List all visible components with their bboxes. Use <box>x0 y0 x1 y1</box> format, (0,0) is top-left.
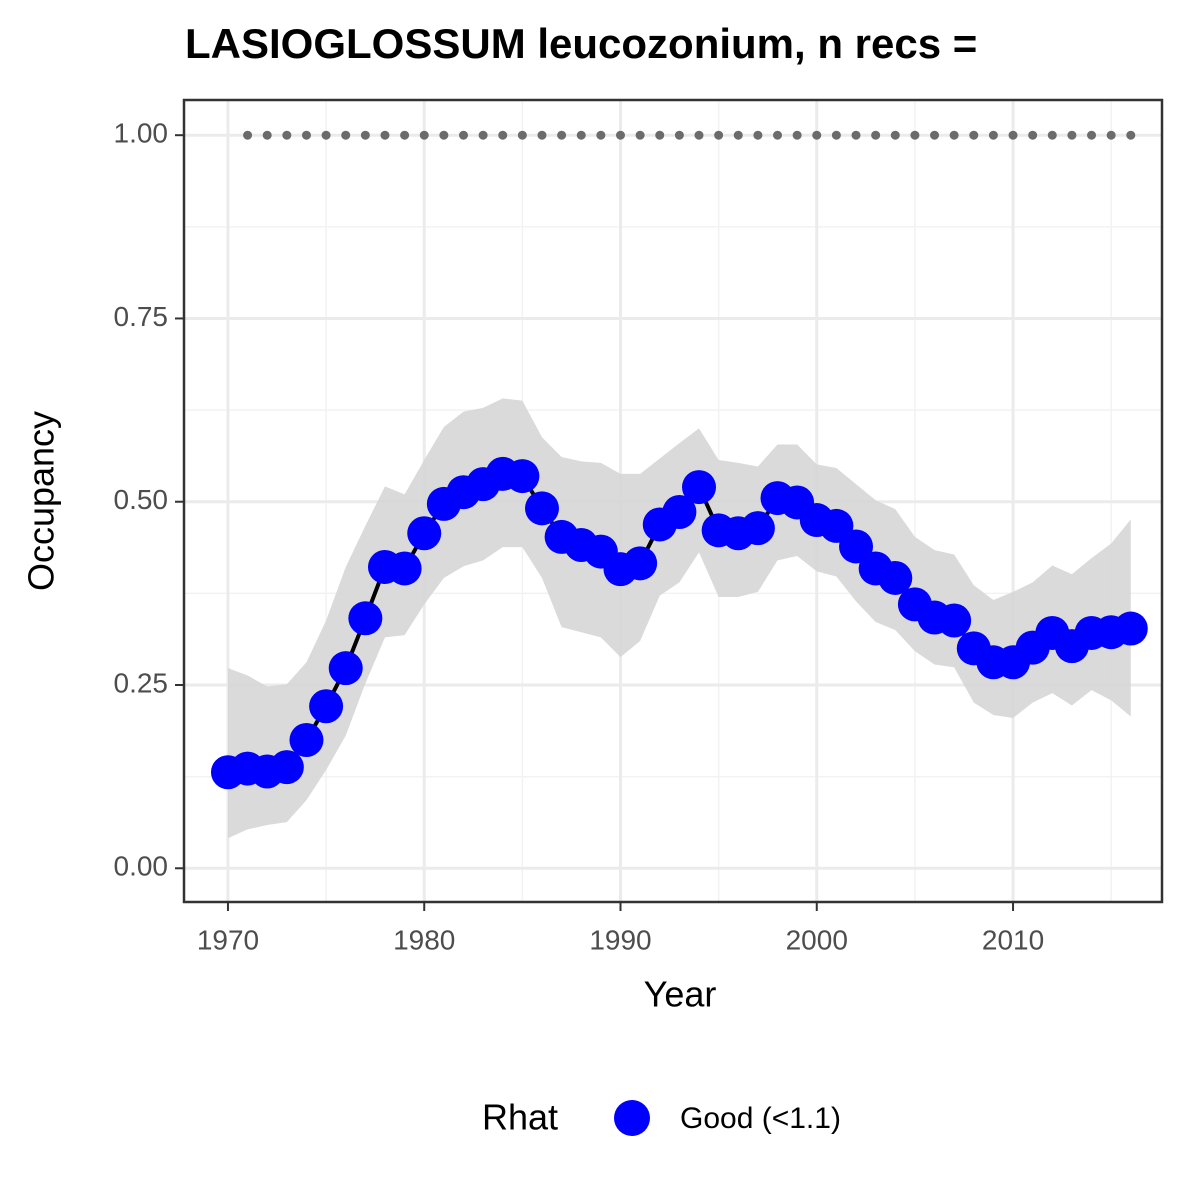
reference-dot <box>812 130 822 140</box>
reference-dot <box>615 130 625 140</box>
reference-dot <box>262 130 272 140</box>
reference-dot <box>1106 130 1116 140</box>
reference-dot <box>831 130 841 140</box>
reference-dot <box>498 130 508 140</box>
reference-dot <box>537 130 547 140</box>
reference-dot <box>988 130 998 140</box>
reference-dot <box>890 130 900 140</box>
reference-dot <box>674 130 684 140</box>
reference-dot <box>949 130 959 140</box>
data-point <box>309 689 344 724</box>
reference-dot <box>1028 130 1038 140</box>
reference-dot <box>301 130 311 140</box>
y-tick-label: 1.00 <box>114 118 169 149</box>
legend-label: Good (<1.1) <box>680 1102 841 1135</box>
legend-title: Rhat <box>482 1097 558 1138</box>
reference-dot <box>282 130 292 140</box>
data-point <box>839 529 874 564</box>
y-tick-label: 0.25 <box>114 667 169 698</box>
data-point <box>407 516 442 551</box>
reference-dot <box>1047 130 1057 140</box>
reference-dot <box>733 130 743 140</box>
x-tick-label: 2010 <box>982 924 1044 955</box>
reference-dot <box>576 130 586 140</box>
reference-dot <box>1126 130 1136 140</box>
reference-dot <box>439 130 449 140</box>
reference-dot <box>517 130 527 140</box>
reference-dot <box>753 130 763 140</box>
data-point <box>348 601 383 636</box>
x-tick-label: 1970 <box>197 924 259 955</box>
data-point <box>524 491 559 526</box>
data-point <box>387 551 422 586</box>
legend-marker <box>614 1100 650 1136</box>
reference-dot <box>773 130 783 140</box>
data-point <box>937 603 972 638</box>
data-point <box>289 722 324 757</box>
reference-dot <box>930 130 940 140</box>
plot-border <box>182 98 1164 904</box>
data-point <box>740 511 775 546</box>
reference-dot <box>871 130 881 140</box>
reference-dot <box>557 130 567 140</box>
reference-dot <box>400 130 410 140</box>
y-tick-label: 0.00 <box>114 851 169 882</box>
data-point <box>623 546 658 581</box>
reference-dot <box>655 130 665 140</box>
reference-dot <box>910 130 920 140</box>
reference-dot <box>478 130 488 140</box>
reference-dot <box>243 130 253 140</box>
x-tick-label: 1990 <box>589 924 651 955</box>
reference-dot <box>851 130 861 140</box>
x-tick-label: 2000 <box>786 924 848 955</box>
data-point <box>328 651 363 686</box>
reference-dot <box>1067 130 1077 140</box>
reference-dot <box>969 130 979 140</box>
reference-dot <box>596 130 606 140</box>
y-tick-label: 0.75 <box>114 301 169 332</box>
data-point <box>682 470 717 505</box>
reference-dot <box>1087 130 1097 140</box>
reference-dot <box>341 130 351 140</box>
data-point <box>505 459 540 494</box>
reference-dot <box>1008 130 1018 140</box>
reference-dot <box>792 130 802 140</box>
reference-dot <box>419 130 429 140</box>
reference-dot <box>694 130 704 140</box>
y-tick-label: 0.50 <box>114 484 169 515</box>
chart-title: LASIOGLOSSUM leucozonium, n recs = <box>185 20 977 67</box>
data-point <box>662 494 697 529</box>
reference-dot <box>360 130 370 140</box>
x-axis-title: Year <box>644 974 717 1015</box>
data-point <box>878 560 913 595</box>
reference-dot <box>321 130 331 140</box>
reference-dot <box>714 130 724 140</box>
data-point <box>269 750 304 785</box>
data-point <box>1113 611 1148 646</box>
reference-dot <box>635 130 645 140</box>
x-tick-label: 1980 <box>393 924 455 955</box>
y-axis-title: Occupancy <box>21 411 62 591</box>
reference-dot <box>458 130 468 140</box>
reference-dot <box>380 130 390 140</box>
